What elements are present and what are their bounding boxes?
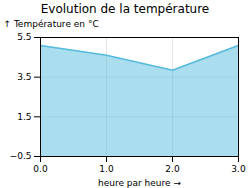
svg-text:−0.5: −0.5 <box>10 151 32 161</box>
svg-text:3.0: 3.0 <box>231 164 246 174</box>
svg-text:5.5: 5.5 <box>17 32 31 42</box>
svg-text:↑ Température en °C: ↑ Température en °C <box>4 19 99 29</box>
svg-text:1.0: 1.0 <box>99 164 114 174</box>
svg-text:3.5: 3.5 <box>17 72 31 82</box>
svg-text:1.5: 1.5 <box>17 112 31 122</box>
html-text:Evolution de la température: Evolution de la température <box>40 2 210 16</box>
svg-text:heure par heure →: heure par heure → <box>98 178 181 188</box>
svg-text:0.0: 0.0 <box>33 164 48 174</box>
svg-text:2.0: 2.0 <box>165 164 180 174</box>
